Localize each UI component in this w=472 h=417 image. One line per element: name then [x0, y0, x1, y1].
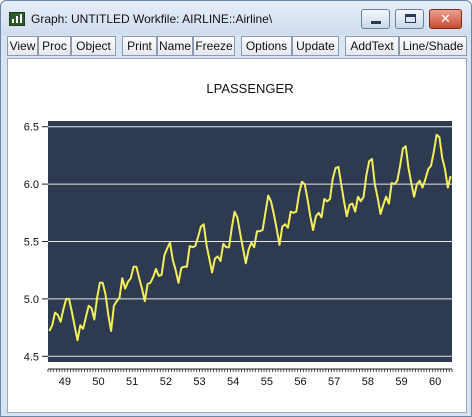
- proc-button[interactable]: Proc: [38, 36, 71, 56]
- object-button[interactable]: Object: [71, 36, 116, 56]
- close-icon: ✕: [440, 11, 451, 26]
- x-tick-label: 55: [261, 376, 273, 388]
- view-button[interactable]: View: [7, 36, 38, 56]
- x-tick-label: 56: [294, 376, 306, 388]
- x-tick-label: 51: [126, 376, 138, 388]
- maximize-icon: [405, 14, 416, 23]
- minimize-icon: [371, 21, 381, 24]
- chart-title: LPASSENGER: [206, 81, 293, 96]
- x-tick-label: 58: [362, 376, 374, 388]
- x-tick-label: 52: [160, 376, 172, 388]
- x-tick-label: 49: [59, 376, 71, 388]
- window-title: Graph: UNTITLED Workfile: AIRLINE::Airli…: [31, 12, 273, 26]
- x-tick-label: 50: [92, 376, 104, 388]
- x-tick-label: 60: [429, 376, 441, 388]
- x-tick-label: 59: [395, 376, 407, 388]
- x-tick-label: 57: [328, 376, 340, 388]
- graph-client-area: LPASSENGER 4.5 5.0 5.5 6.0 6.5 49 50 51 52 53 54 55 5…: [7, 58, 467, 413]
- y-tick-label: 6.0: [24, 179, 39, 191]
- close-button[interactable]: ✕: [429, 9, 462, 29]
- maximize-button[interactable]: [395, 9, 424, 29]
- options-button[interactable]: Options: [241, 36, 292, 56]
- freeze-button[interactable]: Freeze: [193, 36, 235, 56]
- line-shade-button[interactable]: Line/Shade: [399, 36, 467, 56]
- graph-app-icon: [9, 12, 25, 26]
- addtext-button[interactable]: AddText: [345, 36, 399, 56]
- minimize-button[interactable]: [361, 9, 390, 29]
- series-line-lpassenger: [48, 133, 452, 342]
- name-button[interactable]: Name: [157, 36, 193, 56]
- update-button[interactable]: Update: [292, 36, 339, 56]
- y-tick-label: 5.5: [24, 237, 39, 249]
- x-tick-label: 54: [227, 376, 239, 388]
- print-button[interactable]: Print: [122, 36, 157, 56]
- x-tick-label: 53: [193, 376, 205, 388]
- y-tick-label: 6.5: [24, 122, 39, 134]
- graph-toolbar: View Proc Object Print Name Freeze Optio…: [7, 36, 467, 56]
- y-tick-label: 4.5: [24, 351, 39, 363]
- line-chart[interactable]: LPASSENGER 4.5 5.0 5.5 6.0 6.5 49 50 51 52 53 54 55 5…: [8, 59, 466, 412]
- title-bar[interactable]: Graph: UNTITLED Workfile: AIRLINE::Airli…: [1, 1, 471, 35]
- y-tick-label: 5.0: [24, 294, 39, 306]
